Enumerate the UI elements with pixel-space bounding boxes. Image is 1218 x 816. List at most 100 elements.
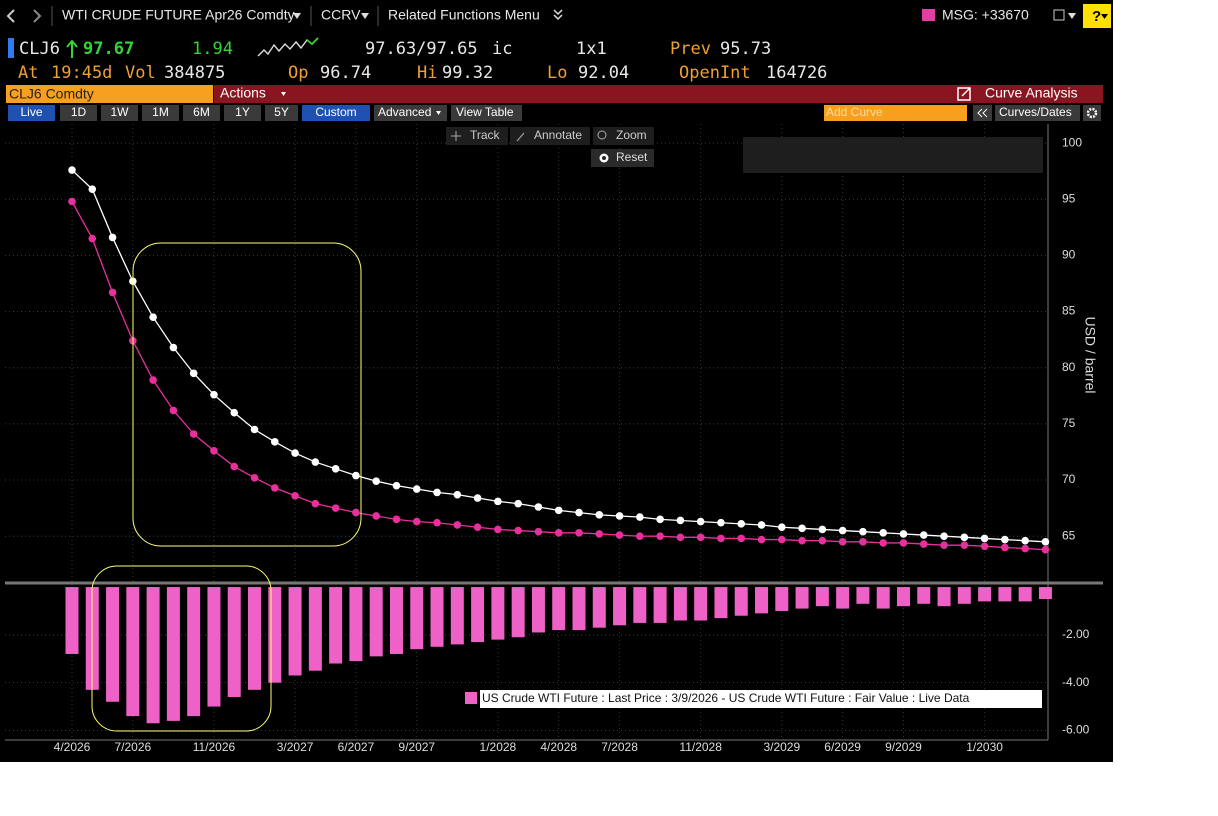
track-button[interactable] [446, 127, 508, 145]
reset-label[interactable]: Reset [616, 150, 648, 164]
data-point [656, 515, 664, 524]
bar [917, 587, 931, 604]
data-point [210, 390, 218, 399]
advanced-button[interactable] [374, 105, 447, 121]
bar [856, 587, 870, 604]
data-point [859, 527, 867, 536]
msg-button[interactable]: MSG: +33670 [942, 7, 1029, 23]
data-point [636, 513, 644, 521]
data-point [1001, 535, 1009, 544]
data-point [108, 288, 117, 297]
bar [450, 587, 464, 645]
security-menu[interactable]: WTI CRUDE FUTURE Apr26 Comdty [62, 7, 295, 23]
view-table-label[interactable]: View Table [456, 105, 514, 119]
view-table-button[interactable] [451, 105, 522, 121]
data-point [899, 530, 908, 538]
dropdown-icon [1101, 14, 1108, 19]
curves-dates-button[interactable] [995, 105, 1080, 121]
data-point [473, 494, 482, 502]
data-point [960, 541, 969, 549]
security-field[interactable] [6, 85, 213, 103]
bar [369, 587, 383, 657]
window-icon[interactable] [1053, 9, 1065, 21]
x-tick-label: 4/2028 [540, 740, 577, 754]
actions-menu[interactable]: Actions [220, 85, 266, 101]
add-curve-placeholder[interactable]: Add Curve [826, 105, 883, 119]
range-label[interactable]: 1Y [235, 105, 250, 119]
forward-arrow[interactable] [33, 9, 42, 23]
dropdown-icon [281, 92, 286, 96]
data-point [636, 532, 644, 540]
back-arrow[interactable] [6, 9, 15, 23]
range-button[interactable] [302, 105, 370, 121]
annotate-button[interactable] [510, 127, 590, 145]
bar [775, 587, 789, 611]
bar [410, 587, 424, 650]
panel-header [214, 85, 1103, 103]
zoom-button[interactable] [593, 127, 654, 145]
high-label: Hi [417, 63, 437, 83]
reset-icon-center [602, 156, 606, 160]
range-button[interactable] [8, 105, 55, 121]
data-point [676, 533, 685, 542]
function-menu[interactable]: CCRV [321, 7, 361, 23]
help-label[interactable]: ? [1092, 8, 1101, 25]
y-tick-label: 100 [1062, 135, 1082, 149]
range-button[interactable] [265, 105, 298, 121]
data-point [919, 540, 928, 548]
x-tick-label: 7/2028 [601, 740, 638, 754]
range-button[interactable] [183, 105, 220, 121]
range-label[interactable]: 1M [152, 105, 169, 119]
data-point [575, 529, 583, 537]
data-point [149, 313, 157, 321]
y-tick-label: 65 [1062, 528, 1076, 542]
tool-label[interactable]: Zoom [616, 128, 647, 142]
range-label[interactable]: 6M [193, 105, 210, 119]
data-point [778, 523, 786, 532]
data-point [615, 531, 624, 539]
data-point [291, 491, 299, 500]
bar [998, 587, 1012, 602]
data-point [1021, 544, 1029, 553]
export-icon[interactable] [957, 87, 971, 101]
data-point [230, 462, 239, 471]
range-label[interactable]: Custom [315, 105, 356, 119]
data-point [717, 534, 725, 543]
add-curve-field[interactable] [824, 105, 967, 121]
data-point [595, 511, 604, 519]
security-field-text[interactable]: CLJ6 Comdty [9, 86, 94, 102]
range-label[interactable]: 1D [71, 105, 87, 119]
range-button[interactable] [224, 105, 261, 121]
tool-label[interactable]: Track [470, 128, 501, 142]
advanced-label[interactable]: Advanced [378, 105, 431, 119]
y-tick-label: -4.00 [1062, 675, 1090, 689]
range-label[interactable]: 1W [111, 105, 130, 119]
range-button[interactable] [101, 105, 138, 121]
net-change: 1.94 [192, 39, 233, 59]
data-point [352, 508, 360, 517]
bar [268, 587, 282, 683]
track-icon [451, 131, 461, 141]
data-point [412, 485, 421, 493]
bar [836, 587, 850, 609]
range-label[interactable]: 5Y [274, 105, 289, 119]
range-button[interactable] [142, 105, 179, 121]
data-point [392, 515, 401, 524]
curves-dates-label[interactable]: Curves/Dates [999, 105, 1072, 119]
settings-button[interactable] [1083, 105, 1101, 121]
size: 1x1 [576, 39, 607, 59]
bar [714, 587, 728, 619]
related-menu[interactable]: Related Functions Menu [388, 7, 540, 23]
bar [288, 587, 302, 676]
data-point [818, 525, 827, 534]
tool-label[interactable]: Annotate [534, 128, 582, 142]
legend-box [743, 137, 1043, 173]
range-label[interactable]: Live [20, 105, 42, 119]
range-button[interactable] [60, 105, 97, 121]
collapse-icon [977, 108, 988, 118]
dropdown-icon [293, 13, 301, 19]
reset-button[interactable] [591, 149, 654, 167]
high-value: 99.32 [442, 63, 493, 83]
chart: -2.00 -4.00 -6.00 4/2026 7/2026 11/2026 3/2027… [5, 124, 1103, 754]
